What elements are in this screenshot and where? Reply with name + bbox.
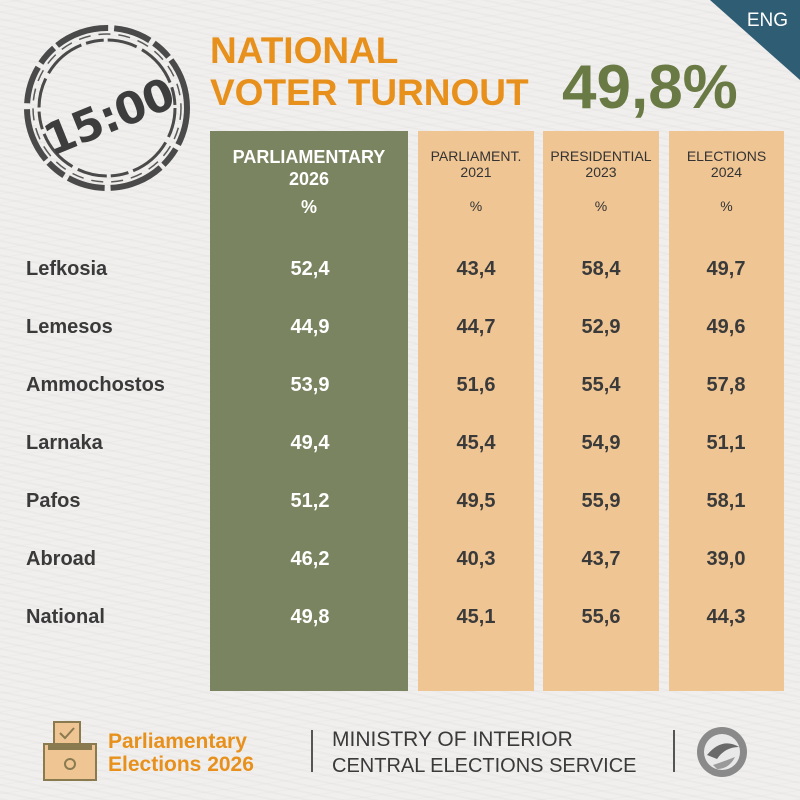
row-label: Pafos <box>26 490 81 512</box>
cell-2021: 44,7 <box>456 316 496 338</box>
cell-2026: 49,8 <box>290 606 330 628</box>
cell-2026: 51,2 <box>290 490 330 512</box>
cell-2021: 43,4 <box>456 258 496 280</box>
cell-2026: 46,2 <box>290 548 330 570</box>
column-unit: % <box>594 198 608 214</box>
cell-2021: 45,1 <box>456 606 496 628</box>
cell-2021: 49,5 <box>456 490 496 512</box>
cell-2023: 58,4 <box>581 258 621 280</box>
title-line-1: NATIONAL <box>210 30 399 71</box>
row-label: Abroad <box>26 548 96 570</box>
cell-2023: 55,6 <box>581 606 621 628</box>
government-emblem-icon <box>697 727 747 777</box>
footer-divider <box>673 730 675 772</box>
footer-brand: Parliamentary Elections 2026 <box>108 730 254 776</box>
cell-2024: 49,7 <box>706 258 746 280</box>
cell-2024: 51,1 <box>706 432 746 454</box>
footer-brand-line2: Elections 2026 <box>108 753 254 776</box>
column-header: PRESIDENTIAL 2023 % <box>543 148 659 214</box>
cell-2024: 49,6 <box>706 316 746 338</box>
cell-2026: 49,4 <box>290 432 330 454</box>
column-parliament-2021: PARLIAMENT. 2021 % <box>418 131 534 691</box>
cell-2023: 52,9 <box>581 316 621 338</box>
column-header-line1: PRESIDENTIAL <box>550 148 652 164</box>
column-presidential-2023: PRESIDENTIAL 2023 % <box>543 131 659 691</box>
time-stamp-icon <box>24 25 190 191</box>
language-corner[interactable] <box>710 0 800 80</box>
footer-brand-line1: Parliamentary <box>108 730 247 753</box>
cell-2023: 55,4 <box>581 374 621 396</box>
cell-2021: 51,6 <box>456 374 496 396</box>
cell-2024: 58,1 <box>706 490 746 512</box>
cell-2026: 52,4 <box>290 258 330 280</box>
cell-2021: 40,3 <box>456 548 496 570</box>
cell-2026: 53,9 <box>290 374 330 396</box>
cell-2024: 44,3 <box>706 606 746 628</box>
row-label: National <box>26 606 105 628</box>
service-name: CENTRAL ELECTIONS SERVICE <box>332 755 637 777</box>
column-header: PARLIAMENT. 2021 % <box>418 148 534 214</box>
column-header-line2: 2024 <box>710 164 743 180</box>
column-header-line2: 2021 <box>460 164 492 180</box>
national-turnout-value: 49,8% <box>562 53 738 122</box>
column-header-line2: 2026 <box>288 169 330 189</box>
row-label: Ammochostos <box>26 374 165 396</box>
cell-2024: 39,0 <box>706 548 746 570</box>
column-header-line1: PARLIAMENT. <box>430 148 522 164</box>
row-label: Lemesos <box>26 316 113 338</box>
cell-2023: 43,7 <box>581 548 621 570</box>
column-header: ELECTIONS 2024 % <box>669 148 784 214</box>
title-line-2: VOTER TURNOUT <box>210 72 529 113</box>
language-badge[interactable]: ENG <box>746 10 788 31</box>
ministry-name: MINISTRY OF INTERIOR <box>332 728 573 751</box>
cell-2023: 55,9 <box>581 490 621 512</box>
cell-2021: 45,4 <box>456 432 496 454</box>
column-header-line1: PARLIAMENTARY <box>232 147 386 167</box>
column-unit: % <box>469 198 483 214</box>
page-title: NATIONAL VOTER TURNOUT <box>210 30 529 114</box>
cell-2024: 57,8 <box>706 374 746 396</box>
column-header-line1: ELECTIONS <box>686 148 767 164</box>
column-elections-2024: ELECTIONS 2024 % <box>669 131 784 691</box>
column-parliamentary-2026: PARLIAMENTARY 2026 % <box>210 131 408 691</box>
ministry-block: MINISTRY OF INTERIOR CENTRAL ELECTIONS S… <box>332 727 637 779</box>
column-unit: % <box>300 197 317 217</box>
cell-2026: 44,9 <box>290 316 330 338</box>
ballot-box-icon <box>43 721 97 781</box>
column-header: PARLIAMENTARY 2026 % <box>210 146 408 218</box>
row-label: Lefkosia <box>26 258 108 280</box>
column-header-line2: 2023 <box>585 164 617 180</box>
column-unit: % <box>720 198 733 214</box>
footer-divider <box>311 730 313 772</box>
cell-2023: 54,9 <box>581 432 621 454</box>
row-label: Larnaka <box>26 432 103 454</box>
